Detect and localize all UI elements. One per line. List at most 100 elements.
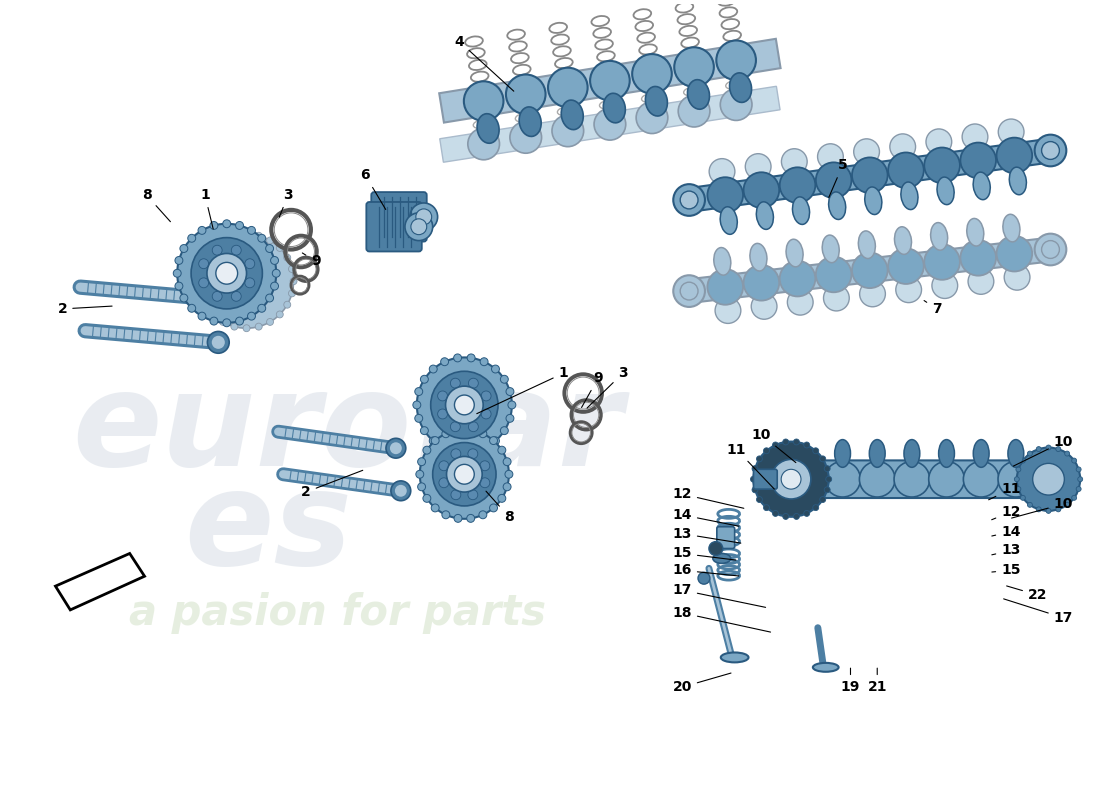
Circle shape [245, 258, 255, 269]
Circle shape [442, 442, 449, 450]
Circle shape [439, 478, 449, 488]
Circle shape [265, 245, 274, 253]
Circle shape [454, 426, 462, 434]
Circle shape [455, 513, 462, 520]
Text: 2: 2 [301, 470, 363, 499]
Circle shape [418, 458, 426, 466]
Circle shape [813, 448, 818, 454]
Ellipse shape [894, 226, 912, 254]
Circle shape [478, 510, 485, 516]
Circle shape [255, 323, 262, 330]
Circle shape [781, 470, 801, 489]
Circle shape [548, 68, 587, 107]
Circle shape [416, 209, 431, 225]
Circle shape [1042, 142, 1059, 159]
Circle shape [820, 456, 826, 462]
Circle shape [894, 462, 930, 497]
Circle shape [266, 318, 274, 326]
Circle shape [804, 510, 810, 517]
Circle shape [468, 449, 477, 458]
Circle shape [960, 142, 996, 178]
Text: 11: 11 [727, 442, 774, 489]
Text: 1: 1 [476, 366, 569, 414]
Circle shape [492, 437, 499, 445]
Circle shape [466, 514, 475, 522]
Circle shape [420, 375, 428, 383]
Ellipse shape [786, 239, 803, 267]
Text: 21: 21 [868, 668, 887, 694]
Circle shape [757, 497, 762, 502]
Circle shape [1078, 477, 1082, 482]
Circle shape [419, 470, 426, 478]
Circle shape [826, 476, 832, 482]
Circle shape [207, 292, 220, 306]
Circle shape [1056, 446, 1060, 451]
Circle shape [202, 254, 209, 261]
Circle shape [488, 502, 495, 510]
Circle shape [468, 357, 474, 364]
Ellipse shape [931, 222, 947, 250]
Circle shape [504, 414, 512, 421]
Circle shape [174, 270, 182, 278]
Circle shape [500, 375, 508, 383]
Circle shape [1027, 502, 1033, 507]
Circle shape [788, 290, 813, 315]
Circle shape [1027, 451, 1033, 456]
Circle shape [772, 442, 779, 448]
Circle shape [210, 222, 218, 230]
Circle shape [431, 367, 438, 374]
Circle shape [1076, 486, 1081, 491]
Circle shape [997, 138, 1032, 174]
Ellipse shape [688, 80, 710, 110]
Text: 14: 14 [992, 525, 1021, 538]
Ellipse shape [603, 94, 625, 123]
Circle shape [752, 466, 758, 471]
Text: 17: 17 [672, 583, 766, 607]
Circle shape [410, 203, 438, 230]
Circle shape [888, 248, 924, 284]
Circle shape [1042, 241, 1059, 258]
Circle shape [431, 504, 439, 512]
FancyBboxPatch shape [366, 202, 421, 251]
Circle shape [212, 336, 224, 349]
Circle shape [198, 226, 206, 234]
Circle shape [422, 377, 430, 384]
Circle shape [503, 458, 512, 466]
Circle shape [1071, 495, 1077, 500]
Circle shape [417, 358, 512, 453]
Circle shape [210, 245, 217, 251]
Ellipse shape [757, 202, 773, 230]
Text: 1: 1 [200, 188, 213, 229]
Circle shape [216, 262, 238, 284]
Circle shape [757, 456, 762, 462]
Circle shape [453, 448, 462, 456]
Circle shape [175, 257, 183, 265]
Circle shape [499, 377, 506, 384]
Circle shape [265, 294, 274, 302]
Circle shape [210, 317, 218, 325]
Ellipse shape [858, 231, 876, 258]
Circle shape [1016, 447, 1080, 511]
Circle shape [416, 402, 422, 409]
Circle shape [468, 446, 474, 453]
Circle shape [716, 41, 756, 80]
Circle shape [1071, 458, 1077, 463]
Circle shape [416, 470, 424, 478]
Circle shape [468, 490, 477, 500]
Circle shape [188, 234, 196, 242]
Circle shape [590, 61, 629, 101]
Circle shape [466, 429, 474, 436]
Circle shape [504, 389, 512, 396]
Text: 22: 22 [1006, 586, 1047, 602]
Circle shape [825, 462, 860, 497]
Circle shape [255, 232, 262, 239]
Circle shape [1056, 507, 1060, 512]
Ellipse shape [477, 114, 499, 143]
Ellipse shape [974, 440, 989, 467]
Circle shape [412, 401, 421, 409]
Circle shape [450, 460, 478, 489]
Ellipse shape [713, 554, 730, 563]
Circle shape [679, 95, 710, 127]
Circle shape [968, 269, 993, 294]
Circle shape [924, 147, 960, 183]
